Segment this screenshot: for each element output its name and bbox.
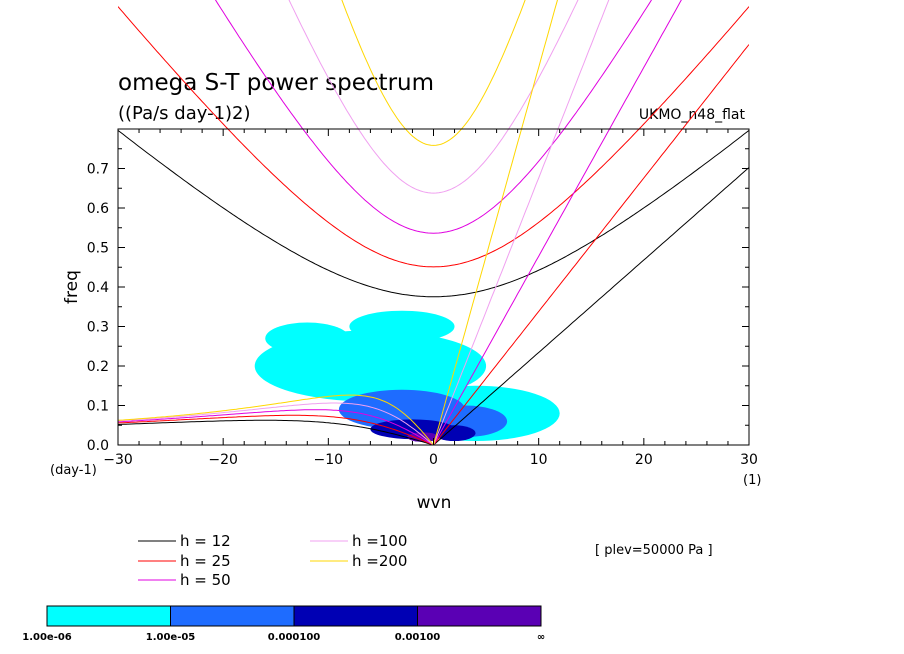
x-tick-label: 30 [740, 452, 758, 468]
colorbar-label: 1.00e-05 [146, 632, 196, 643]
legend-label: h = 25 [180, 552, 231, 570]
axes: −30 −20 −10 0 10 20 30 0.0 0.1 0.2 0.3 0.4 0.5 0.6 0.7 [87, 128, 758, 468]
power-region-7 [433, 425, 476, 442]
colorbar-label: 0.000100 [268, 632, 321, 643]
y-axis-label: freq [62, 270, 82, 304]
rossby-curve-h100 [118, 402, 434, 445]
x-tick-label: −10 [314, 452, 344, 468]
x-axis-label: wvn [417, 493, 452, 513]
inertia-gravity-curve-h50 [214, 0, 653, 234]
x-tick-label: −30 [103, 452, 133, 468]
y-tick-label: 0.6 [87, 201, 109, 217]
y-tick-label: 0.1 [87, 399, 109, 415]
curve-legend: h = 12 h = 25h = 50 h =100 h =200 [138, 532, 407, 589]
colorbar-label: ∞ [537, 632, 545, 643]
level-label: [ plev=50000 Pa ] [595, 543, 713, 558]
x-tick-label: 0 [429, 452, 438, 468]
rossby-curve-h200 [118, 394, 434, 445]
y-tick-label: 0.3 [87, 320, 109, 336]
colorbar-label: 0.00100 [395, 632, 441, 643]
y-tick-label: 0.5 [87, 241, 109, 257]
inertia-gravity-curve-h100 [288, 0, 579, 194]
kelvin-curve-h200 [433, 0, 558, 445]
kelvin-curve-h100 [433, 0, 610, 445]
kelvin-curve-h50 [433, 0, 682, 445]
x-unit-label: (1) [743, 473, 761, 488]
inertia-gravity-curve-h25 [118, 6, 749, 268]
x-tick-label: 10 [530, 452, 548, 468]
colorbar-segment [170, 605, 295, 627]
rossby-curve-h12 [118, 419, 434, 445]
colorbar: 1.00e-06 1.00e-05 0.000100 0.00100 ∞ [22, 605, 545, 643]
colorbar-segment [417, 605, 542, 627]
colorbar-label: 1.00e-06 [22, 632, 72, 643]
y-tick-label: 0.0 [87, 438, 109, 454]
inertia-gravity-curve-h200 [341, 0, 526, 146]
x-tick-label: 20 [635, 452, 653, 468]
power-shading [254, 310, 560, 442]
legend-label: h =100 [352, 532, 407, 550]
rossby-curve-h50 [118, 409, 434, 445]
legend-label: h =200 [352, 552, 407, 570]
power-region-3 [265, 322, 350, 355]
legend-label: h = 50 [180, 571, 231, 589]
y-tick-label: 0.2 [87, 359, 109, 375]
rossby-curve-h25 [118, 414, 434, 445]
kelvin-curve-h12 [433, 167, 749, 445]
inertia-gravity-curve-h12 [118, 130, 749, 298]
colorbar-segment [293, 605, 418, 627]
y-tick-label: 0.4 [87, 280, 109, 296]
x-tick-label: −20 [208, 452, 238, 468]
power-region-1 [349, 310, 455, 343]
chart-subtitle: ((Pa/s day-1)2) [118, 103, 251, 124]
y-tick-label: 0.7 [87, 162, 109, 178]
dispersion-curves [118, 0, 749, 445]
y-unit-label: (day-1) [50, 463, 97, 478]
run-label: UKMO_n48_flat [639, 107, 746, 123]
kelvin-curve-h25 [433, 44, 749, 445]
colorbar-segment [46, 605, 171, 627]
legend-label: h = 12 [180, 532, 231, 550]
